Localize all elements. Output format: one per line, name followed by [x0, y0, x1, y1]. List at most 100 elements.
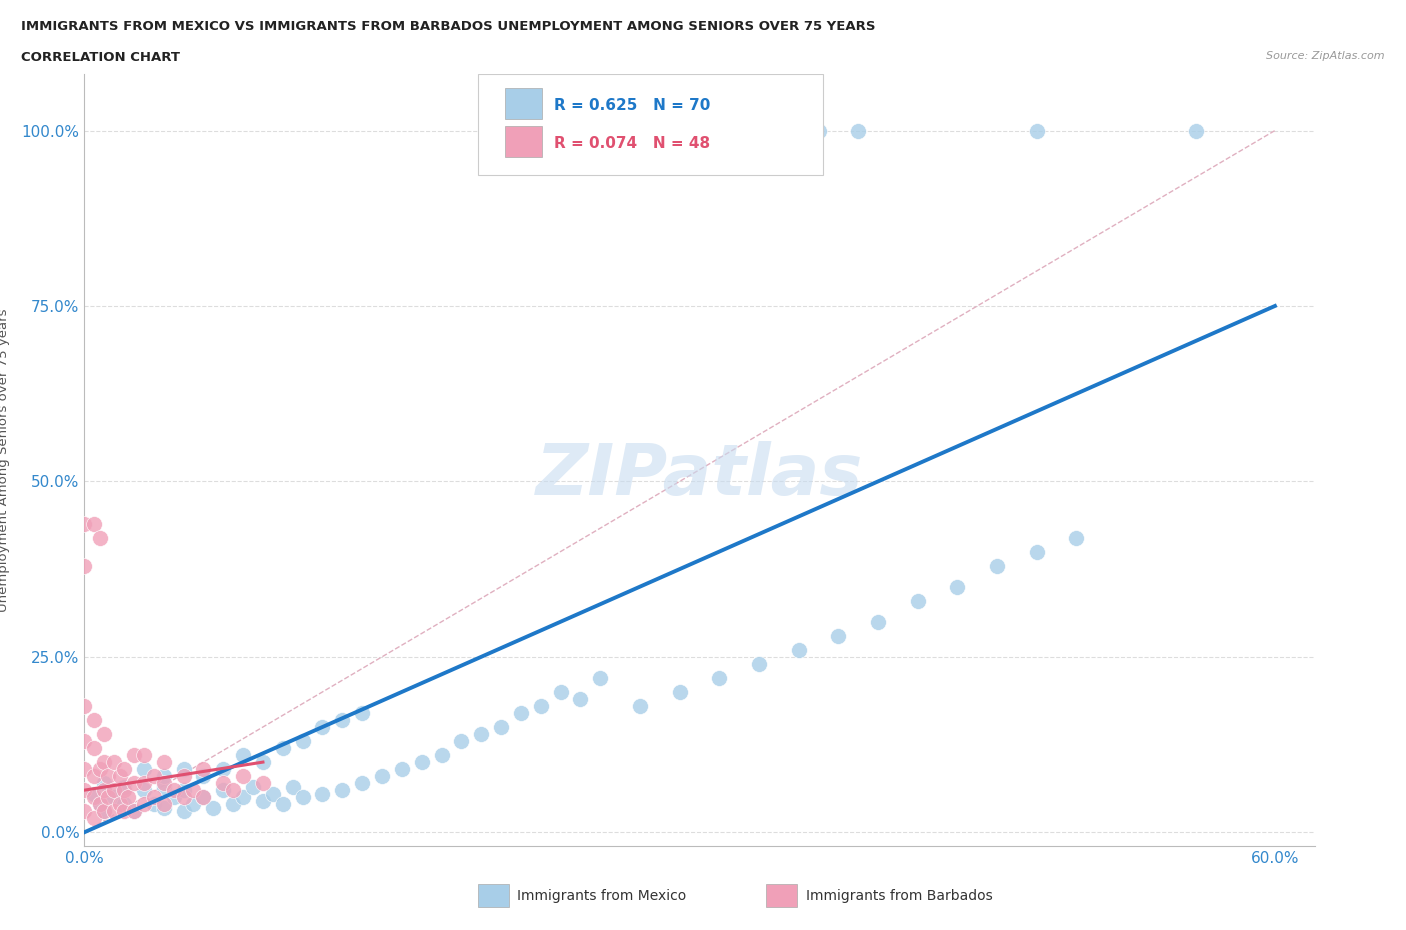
- Point: [89, 797, 111, 812]
- Point: [1025, 123, 1047, 138]
- Point: [281, 779, 304, 794]
- Point: [628, 698, 651, 713]
- Point: [83, 786, 105, 801]
- Point: [470, 726, 492, 741]
- Point: [152, 776, 174, 790]
- Point: [132, 748, 155, 763]
- Y-axis label: Unemployment Among Seniors over 75 years: Unemployment Among Seniors over 75 years: [0, 309, 10, 612]
- Point: [907, 593, 929, 608]
- Point: [132, 783, 155, 798]
- Point: [589, 671, 612, 685]
- Point: [112, 783, 135, 798]
- Point: [73, 804, 96, 818]
- Point: [142, 790, 165, 804]
- Point: [89, 530, 111, 545]
- Point: [709, 671, 731, 685]
- Point: [193, 769, 215, 784]
- Text: R = 0.625   N = 70: R = 0.625 N = 70: [554, 99, 710, 113]
- Point: [93, 804, 115, 818]
- Point: [152, 769, 174, 784]
- Point: [108, 769, 131, 784]
- Point: [352, 706, 374, 721]
- Point: [97, 769, 120, 784]
- Point: [83, 516, 105, 531]
- Point: [112, 779, 135, 794]
- Point: [73, 558, 96, 573]
- Point: [108, 797, 131, 812]
- Text: Source: ZipAtlas.com: Source: ZipAtlas.com: [1267, 51, 1385, 61]
- Point: [232, 748, 254, 763]
- Point: [252, 754, 274, 769]
- Point: [142, 769, 165, 784]
- Point: [291, 734, 314, 749]
- Point: [173, 804, 195, 818]
- Point: [122, 748, 145, 763]
- Point: [430, 748, 453, 763]
- Point: [103, 783, 125, 798]
- Point: [97, 790, 120, 804]
- Point: [391, 762, 413, 777]
- Text: CORRELATION CHART: CORRELATION CHART: [21, 51, 180, 64]
- Point: [103, 754, 125, 769]
- Point: [411, 754, 433, 769]
- Point: [352, 776, 374, 790]
- Point: [93, 726, 115, 741]
- Point: [193, 762, 215, 777]
- Point: [112, 797, 135, 812]
- Point: [330, 712, 353, 727]
- Point: [73, 734, 96, 749]
- Point: [173, 783, 195, 798]
- Point: [112, 804, 135, 818]
- Point: [122, 804, 145, 818]
- Text: Immigrants from Mexico: Immigrants from Mexico: [517, 888, 686, 903]
- Point: [212, 783, 235, 798]
- Point: [163, 783, 186, 798]
- Point: [222, 797, 245, 812]
- Point: [73, 516, 96, 531]
- Point: [748, 657, 770, 671]
- Point: [73, 762, 96, 777]
- Point: [787, 643, 810, 658]
- Point: [117, 790, 139, 804]
- Point: [232, 790, 254, 804]
- Point: [262, 786, 284, 801]
- Point: [132, 762, 155, 777]
- Point: [330, 783, 353, 798]
- Point: [152, 800, 174, 815]
- Point: [1025, 544, 1047, 559]
- Point: [509, 706, 531, 721]
- Point: [152, 754, 174, 769]
- Point: [83, 790, 105, 804]
- Point: [73, 783, 96, 798]
- Point: [311, 720, 333, 735]
- Text: R = 0.074   N = 48: R = 0.074 N = 48: [554, 136, 710, 151]
- Point: [93, 783, 115, 798]
- Point: [291, 790, 314, 804]
- Bar: [505, 126, 543, 157]
- Text: IMMIGRANTS FROM MEXICO VS IMMIGRANTS FROM BARBADOS UNEMPLOYMENT AMONG SENIORS OV: IMMIGRANTS FROM MEXICO VS IMMIGRANTS FRO…: [21, 20, 876, 33]
- Point: [946, 579, 969, 594]
- Point: [93, 776, 115, 790]
- FancyBboxPatch shape: [478, 74, 823, 175]
- Point: [232, 769, 254, 784]
- Point: [1066, 530, 1088, 545]
- Point: [271, 797, 294, 812]
- Point: [827, 629, 849, 644]
- Point: [83, 740, 105, 755]
- Point: [132, 797, 155, 812]
- Point: [93, 754, 115, 769]
- Point: [83, 811, 105, 826]
- Point: [807, 123, 830, 138]
- Point: [252, 776, 274, 790]
- Point: [173, 762, 195, 777]
- Point: [450, 734, 472, 749]
- Point: [89, 797, 111, 812]
- Point: [163, 790, 186, 804]
- Point: [371, 769, 394, 784]
- Point: [103, 790, 125, 804]
- Point: [668, 684, 690, 699]
- Text: ZIPatlas: ZIPatlas: [536, 442, 863, 511]
- Point: [152, 797, 174, 812]
- Point: [530, 698, 553, 713]
- Point: [212, 762, 235, 777]
